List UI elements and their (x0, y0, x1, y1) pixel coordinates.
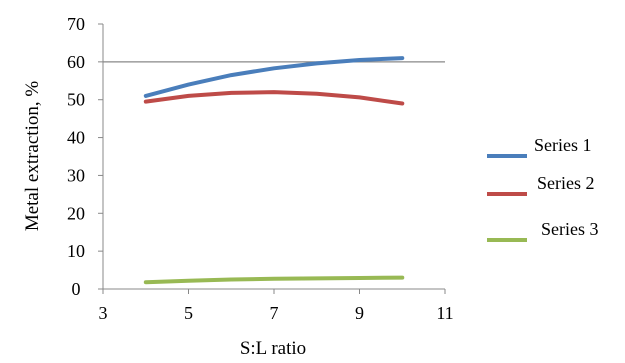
x-tick-label: 7 (270, 303, 279, 323)
x-tick-label: 3 (99, 303, 108, 323)
y-tick-label: 50 (67, 90, 85, 110)
x-tick-label: 5 (184, 303, 193, 323)
x-tick-label: 11 (436, 303, 453, 323)
legend-label-1: Series 1 (534, 135, 592, 155)
x-axis-ticks: 3 5 7 9 11 (99, 289, 454, 323)
y-axis-ticks: 0 10 20 30 40 50 60 70 (67, 14, 103, 299)
y-tick-label: 60 (67, 52, 85, 72)
y-tick-label: 30 (67, 165, 85, 185)
series-line-3 (143, 275, 405, 285)
legend-label-2: Series 2 (537, 173, 595, 193)
y-tick-label: 0 (72, 279, 81, 299)
x-tick-label: 9 (355, 303, 364, 323)
x-axis-title: S:L ratio (240, 338, 306, 359)
y-axis-title: Metal extraction, % (22, 81, 43, 232)
series-line-2 (143, 90, 405, 106)
y-tick-label: 10 (67, 241, 85, 261)
y-tick-label: 40 (67, 128, 85, 148)
legend-label-3: Series 3 (541, 219, 599, 239)
legend: Series 1 Series 2 Series 3 (487, 135, 599, 242)
series-lines (143, 56, 405, 285)
series-line-1 (143, 56, 405, 98)
y-tick-label: 70 (67, 14, 85, 34)
y-tick-label: 20 (67, 203, 85, 223)
